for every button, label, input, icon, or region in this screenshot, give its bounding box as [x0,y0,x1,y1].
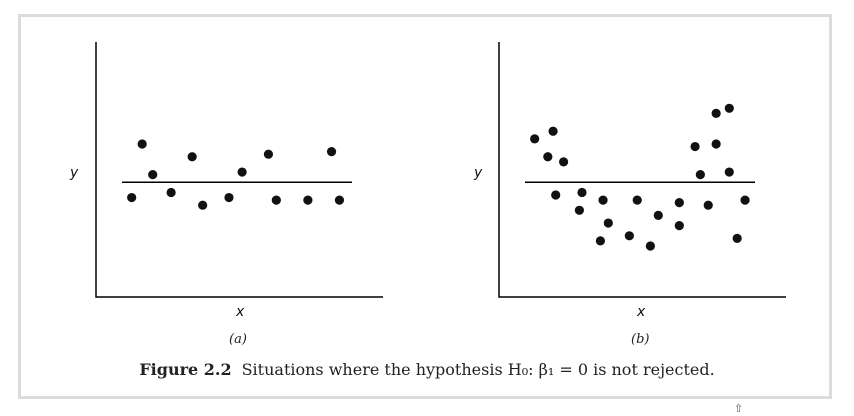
panel-a-point-3 [148,170,158,180]
panel-b-label: (b) [631,332,649,347]
panel-a-point-9 [263,149,274,159]
panel-a-axes [95,42,383,298]
panel-a-point-8 [237,167,247,177]
panel-b-point-1 [530,134,540,144]
panel-b-point-3 [548,126,558,136]
panel-a-point-7 [224,192,234,203]
panel-a-point-1 [127,192,137,203]
panel-b-point-8 [595,236,606,246]
panel-b-point-19 [703,200,713,210]
panel-a-label: (a) [229,332,247,347]
figure-number: Figure 2.2 [139,360,232,379]
panel-a-point-5 [187,152,197,162]
panel-b-point-25 [740,195,750,205]
panel-b-point-2 [543,152,553,162]
panel-a: y x (a) [69,42,383,347]
panel-b: y x (b) [473,42,786,347]
panel-b-point-23 [724,167,734,177]
panel-b-point-20 [711,139,721,149]
panel-b-points [530,103,750,251]
panel-b-point-11 [624,231,634,241]
panel-b-point-5 [559,157,569,167]
panel-a-point-11 [303,195,313,205]
panel-a-point-6 [198,200,208,210]
panel-b-point-15 [674,221,684,231]
figure-frame [18,14,832,399]
panel-b-point-16 [674,198,684,208]
panel-a-point-2 [137,139,147,149]
cursor-icon: ⇧ [734,402,744,415]
panel-a-point-4 [166,187,176,198]
panel-a-point-13 [334,195,345,205]
panel-b-y-label: y [473,165,483,181]
panel-b-point-12 [632,195,642,205]
figure-caption: Figure 2.2 Situations where the hypothesi… [0,360,854,379]
panel-b-point-10 [603,218,613,228]
panel-b-point-18 [695,170,705,180]
panel-b-point-6 [574,205,584,215]
panel-b-point-13 [645,241,655,251]
panel-b-point-14 [653,210,663,220]
panel-b-point-7 [577,187,587,198]
panel-b-point-21 [711,108,721,118]
panel-a-y-label: y [69,165,79,181]
panel-b-x-label: x [636,304,646,320]
panel-a-point-12 [326,147,337,157]
panel-a-point-10 [271,195,281,205]
figure-caption-text: Situations where the hypothesis H₀: β₁ =… [241,360,715,379]
panel-b-point-24 [732,233,742,243]
panel-b-axes [498,42,786,298]
panel-b-point-9 [598,195,608,205]
panel-b-point-17 [690,141,700,152]
panel-a-x-label: x [235,304,245,320]
panel-a-points [127,139,345,210]
panel-b-point-22 [724,103,734,113]
panel-b-point-4 [551,190,561,200]
